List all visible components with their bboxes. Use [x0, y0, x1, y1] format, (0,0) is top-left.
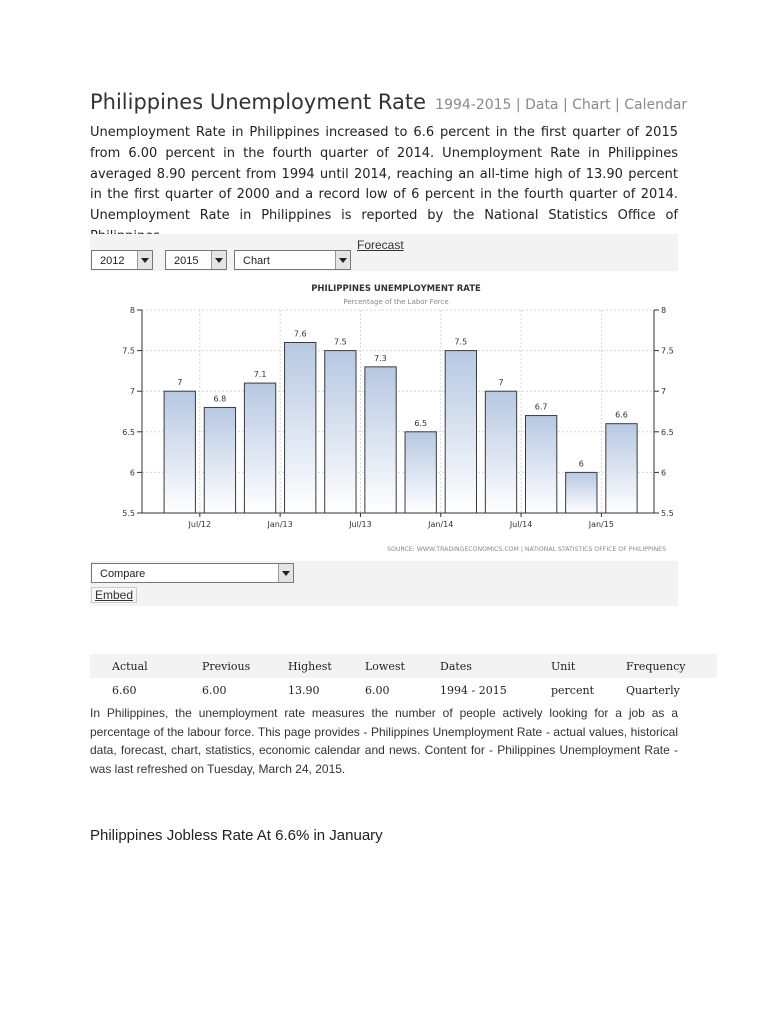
bar-value-label: 7 — [498, 378, 503, 387]
header-previous: Previous — [202, 654, 288, 678]
y-tick-label: 6 — [130, 468, 135, 477]
start-year-select[interactable]: 2012 — [91, 250, 153, 270]
cell-unit: percent — [551, 683, 594, 697]
bar-value-label: 6.8 — [214, 394, 227, 403]
stats-table: Actual Previous Highest Lowest Dates Uni… — [90, 654, 717, 702]
y-tick-label-right: 5.5 — [661, 509, 674, 518]
chart-type-select[interactable]: Chart — [234, 250, 351, 270]
x-tick-label: Jan/13 — [267, 520, 293, 529]
y-tick-label: 7.5 — [122, 347, 135, 356]
bar — [243, 382, 277, 514]
y-tick-label-right: 6 — [661, 468, 666, 477]
bar-value-label: 6.7 — [535, 403, 548, 412]
bar-value-label: 6 — [579, 459, 584, 468]
header-actual: Actual — [90, 654, 202, 678]
forecast-link[interactable]: Forecast — [357, 238, 404, 252]
x-tick-label: Jul/12 — [188, 520, 212, 529]
bar-value-label: 6.5 — [414, 419, 427, 428]
chevron-down-icon — [137, 251, 152, 269]
page-header: Philippines Unemployment Rate 1994-2015 … — [90, 90, 687, 114]
cell-actual: 6.60 — [112, 683, 137, 697]
bar — [524, 415, 558, 514]
bar — [444, 350, 478, 514]
y-tick-label-right: 7.5 — [661, 347, 674, 356]
chart-axes: 5.5 5.5 6 6 6.5 6.5 7 7 7.5 7.5 8 8 Jul/12 Jan/13 Jul/… — [122, 306, 673, 529]
x-tick-label: Jul/14 — [509, 520, 533, 529]
compare-value: Compare — [100, 568, 146, 580]
bar-value-label: 7.5 — [334, 338, 347, 347]
bar — [404, 431, 437, 514]
description-paragraph: In Philippines, the unemployment rate me… — [90, 706, 678, 776]
chart-title: PHILIPPINES UNEMPLOYMENT RATE — [311, 284, 481, 294]
bar — [605, 423, 638, 514]
bar — [324, 350, 357, 514]
header-nav-links[interactable]: 1994-2015 | Data | Chart | Calendar — [435, 97, 688, 113]
x-tick-label: Jan/15 — [588, 520, 614, 529]
bar-value-label: 7.1 — [254, 370, 267, 379]
y-tick-label: 5.5 — [122, 509, 135, 518]
cell-lowest: 6.00 — [365, 683, 390, 697]
bar — [565, 471, 598, 514]
header-dates: Dates — [440, 654, 551, 678]
header-highest: Highest — [288, 654, 365, 678]
news-headline[interactable]: Philippines Jobless Rate At 6.6% in Janu… — [90, 827, 383, 844]
header-lowest: Lowest — [365, 654, 440, 678]
bar — [163, 390, 196, 514]
embed-link[interactable]: Embed — [91, 587, 138, 603]
cell-highest: 13.90 — [288, 683, 320, 697]
y-tick-label: 8 — [130, 306, 135, 315]
cell-frequency: Quarterly — [626, 683, 680, 697]
start-year-value: 2012 — [100, 255, 125, 267]
x-tick-label: Jul/13 — [348, 520, 372, 529]
header-unit: Unit — [551, 654, 626, 678]
chevron-down-icon — [211, 251, 226, 269]
compare-select[interactable]: Compare — [91, 563, 294, 583]
y-tick-label-right: 7 — [661, 387, 666, 396]
page-title: Philippines Unemployment Rate — [90, 90, 427, 114]
y-tick-label: 7 — [130, 387, 135, 396]
table-header-row: Actual Previous Highest Lowest Dates Uni… — [90, 654, 717, 678]
chevron-down-icon — [335, 251, 350, 269]
cell-dates: 1994 - 2015 — [440, 683, 507, 697]
chevron-down-icon — [278, 564, 293, 582]
bar-value-label: 7.5 — [454, 338, 467, 347]
cell-previous: 6.00 — [202, 683, 227, 697]
end-year-select[interactable]: 2015 — [165, 250, 227, 270]
bar-value-label: 7.6 — [294, 329, 307, 338]
chart-subtitle: Percentage of the Labor Force — [343, 298, 448, 306]
bar-value-label: 6.6 — [615, 411, 628, 420]
intro-paragraph: Unemployment Rate in Philippines increas… — [90, 125, 678, 244]
y-tick-label-right: 8 — [661, 306, 666, 315]
unemployment-chart: PHILIPPINES UNEMPLOYMENT RATE Percentage… — [122, 284, 673, 553]
x-tick-label: Jan/14 — [427, 520, 453, 529]
table-row: 6.60 6.00 13.90 6.00 1994 - 2015 percent… — [90, 678, 717, 702]
chart-bars: 7 6.8 7.1 7.6 7.5 7.3 6.5 7.5 7 6.7 6 6.6 — [163, 329, 638, 514]
bar-value-label: 7 — [177, 378, 182, 387]
y-tick-label-right: 6.5 — [661, 428, 674, 437]
chart-source: SOURCE: WWW.TRADINGECONOMICS.COM | NATIO… — [387, 546, 666, 553]
chart-type-value: Chart — [243, 255, 270, 267]
end-year-value: 2015 — [174, 255, 199, 267]
bar — [364, 366, 397, 514]
bar — [484, 390, 518, 514]
bar-value-label: 7.3 — [374, 354, 387, 363]
y-tick-label: 6.5 — [122, 428, 135, 437]
bar — [203, 406, 237, 514]
header-frequency: Frequency — [626, 654, 717, 678]
bar — [284, 341, 317, 514]
